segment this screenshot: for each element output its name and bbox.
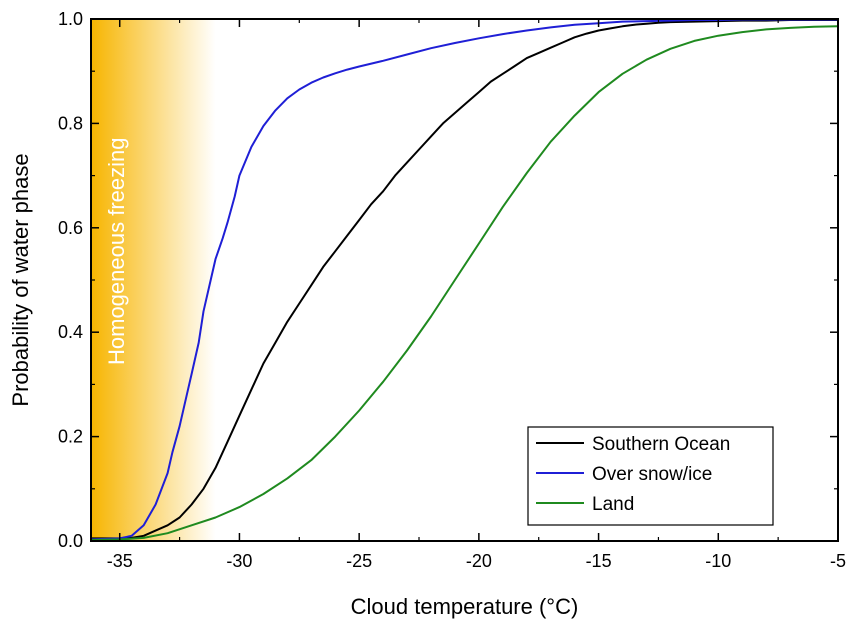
annotation-homogeneous-freezing: Homogeneous freezing: [104, 138, 129, 365]
x-tick-label: -20: [466, 551, 492, 571]
series-line-2: [91, 19, 838, 541]
legend-label: Over snow/ice: [592, 464, 712, 485]
y-tick-label: 0.0: [58, 531, 83, 551]
series-line-1: [91, 19, 838, 540]
legend-label: Land: [592, 494, 634, 515]
legend-label: Southern Ocean: [592, 434, 730, 455]
series-line-3: [91, 25, 838, 541]
x-axis-label: Cloud temperature (°C): [351, 594, 579, 619]
y-tick-label: 1.0: [58, 9, 83, 29]
series-group: [91, 19, 838, 541]
x-tick-label: -15: [586, 551, 612, 571]
y-tick-label: 0.8: [58, 113, 83, 133]
homogeneous-freezing-band: [91, 19, 216, 541]
y-axis-label: Probability of water phase: [8, 153, 33, 406]
x-tick-label: -35: [107, 551, 133, 571]
axes: -35 -30 -25 -20 -15 -10 -5 0.0 0.2 0.4 0.6 0.8 1.0: [58, 9, 846, 571]
y-tick-label: 0.2: [58, 427, 83, 447]
x-tick-label: -5: [830, 551, 846, 571]
y-tick-label: 0.4: [58, 322, 83, 342]
x-tick-label: -25: [346, 551, 372, 571]
x-tick-label: -10: [705, 551, 731, 571]
x-tick-label: -30: [226, 551, 252, 571]
legend: Southern Ocean Over snow/ice Land: [527, 426, 774, 526]
y-tick-label: 0.6: [58, 218, 83, 238]
